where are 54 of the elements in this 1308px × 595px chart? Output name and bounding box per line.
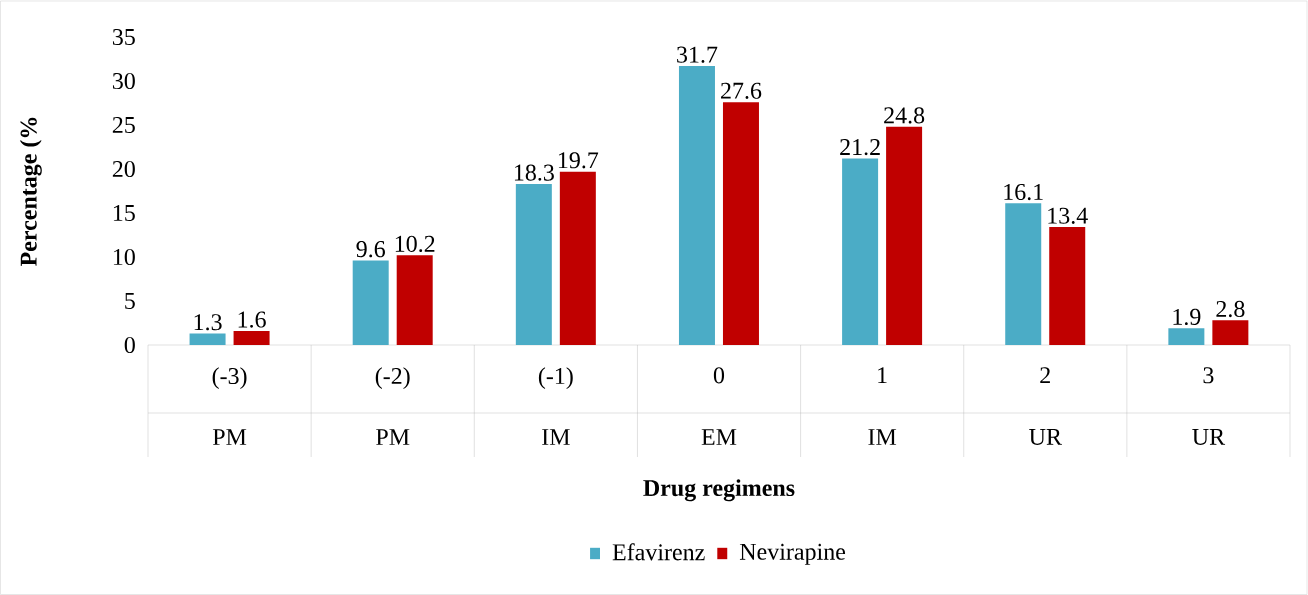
data-label: 13.4: [1048, 207, 1088, 224]
x-tick-label: (-2): [375, 367, 410, 389]
bar: [886, 126, 923, 346]
bar: [515, 183, 552, 346]
y-tick-label: 0: [124, 336, 135, 354]
y-tick-label: 25: [112, 116, 135, 134]
y-tick-label: 5: [125, 293, 135, 309]
bar: [233, 330, 270, 346]
data-label: 24.8: [884, 107, 925, 124]
data-label: 21.2: [840, 139, 880, 156]
y-tick-label: 10: [113, 248, 135, 266]
legend-label: Efavirenz: [612, 543, 705, 561]
text: EM: [701, 429, 737, 445]
bar: [1212, 320, 1249, 346]
bar: [1049, 227, 1086, 346]
x-axis-title: Drug regimens: [643, 479, 795, 502]
y-tick-label: 20: [112, 160, 135, 178]
x-tick-label: 1: [878, 367, 887, 384]
bar: [1168, 328, 1205, 346]
data-label: 27.6: [721, 82, 762, 99]
bar: [678, 66, 715, 346]
text: IM: [542, 429, 570, 445]
legend-label: Nevirapine: [739, 543, 846, 565]
x-tick-label: 2: [1040, 367, 1050, 384]
y-axis-title: Percentage (%: [19, 117, 42, 267]
data-label: 10.2: [395, 235, 435, 253]
data-label: 9.6: [356, 241, 385, 258]
data-label: 19.7: [558, 152, 599, 169]
text: PM: [212, 429, 247, 445]
bar: [559, 171, 596, 346]
x-tick-label: (-3): [212, 367, 247, 389]
data-label: 1.9: [1173, 308, 1201, 326]
data-label: 1.6: [238, 311, 266, 328]
x-tick-label: 0: [713, 367, 725, 384]
x-tick-label: 3: [1203, 367, 1214, 384]
text: PM: [376, 429, 410, 445]
y-tick-label: 30: [112, 72, 135, 90]
text: IM: [868, 429, 897, 445]
data-label: 31.7: [677, 46, 718, 63]
y-tick-label: 15: [113, 204, 135, 222]
data-label: 1.3: [194, 314, 222, 331]
text: UR: [1192, 429, 1226, 445]
bar: [842, 158, 879, 346]
bar: [396, 255, 433, 346]
bar: [1005, 203, 1042, 346]
text: UR: [1029, 429, 1062, 445]
data-label: 16.1: [1004, 183, 1043, 201]
bar: [722, 102, 759, 346]
x-tick-label: (-1): [538, 367, 573, 389]
bar: [189, 333, 226, 346]
y-tick-label: 35: [112, 28, 135, 46]
bar: [352, 260, 389, 346]
data-label: 2.8: [1216, 300, 1245, 318]
data-label: 18.3: [514, 164, 554, 181]
